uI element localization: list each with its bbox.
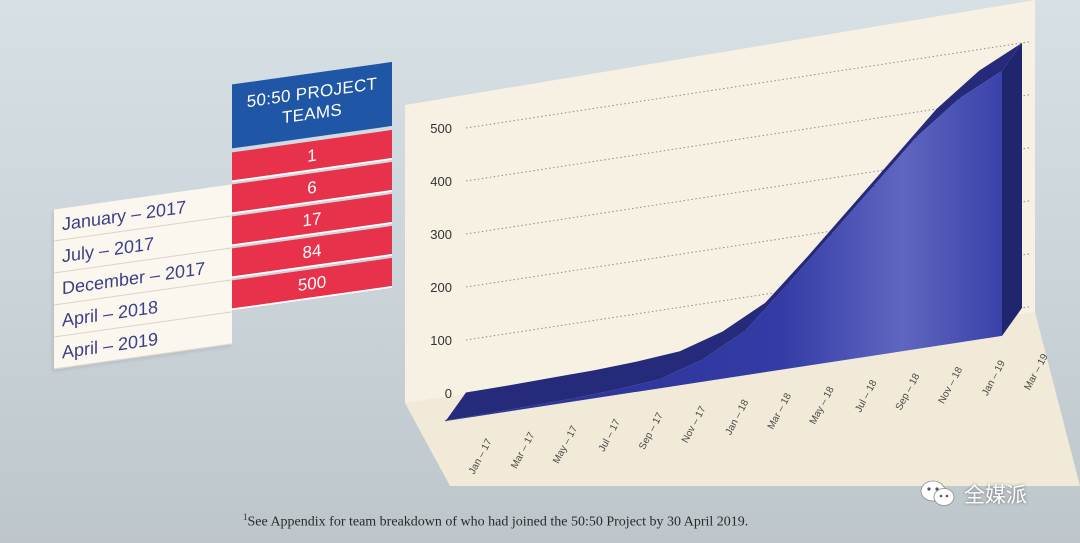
data-point [1001,70,1003,72]
footnote-marker: 1 [243,512,248,522]
watermark: 全媒派 [918,478,1027,510]
y-tick-label: 200 [430,280,452,295]
data-point [530,404,533,407]
data-point [616,388,618,391]
area-series [445,42,1022,422]
data-point [701,358,704,361]
data-point [830,234,832,236]
y-axis: 0 100 200 300 400 500 [430,121,452,401]
footnote: 1See Appendix for team breakdown of who … [243,512,748,531]
gridline [465,41,1031,129]
data-point [872,185,875,187]
data-point [787,283,789,285]
gridline [465,147,1031,235]
data-point [659,378,661,381]
gridline [465,200,1031,288]
y-tick-label: 300 [430,227,452,242]
data-point [445,419,447,422]
y-tick-label: 400 [430,174,452,189]
data-point [487,412,490,415]
data-point [915,136,918,138]
gridline [465,253,1031,341]
y-tick-label: 500 [430,121,452,136]
footnote-text: See Appendix for team breakdown of who h… [247,514,749,530]
area-end-face [1002,42,1022,336]
area-front-face [446,70,1002,421]
chart-floor [405,312,1080,486]
data-point [958,97,961,100]
watermark-text: 全媒派 [964,483,1027,507]
y-tick-label: 0 [445,386,452,401]
gridline [465,94,1031,182]
wechat-icon [920,480,955,506]
data-point [744,329,747,332]
teams-table: 50:50 PROJECT TEAMS 1 6 17 84 500 Januar… [50,52,395,400]
y-tick-label: 100 [430,333,452,348]
data-point [573,397,576,399]
